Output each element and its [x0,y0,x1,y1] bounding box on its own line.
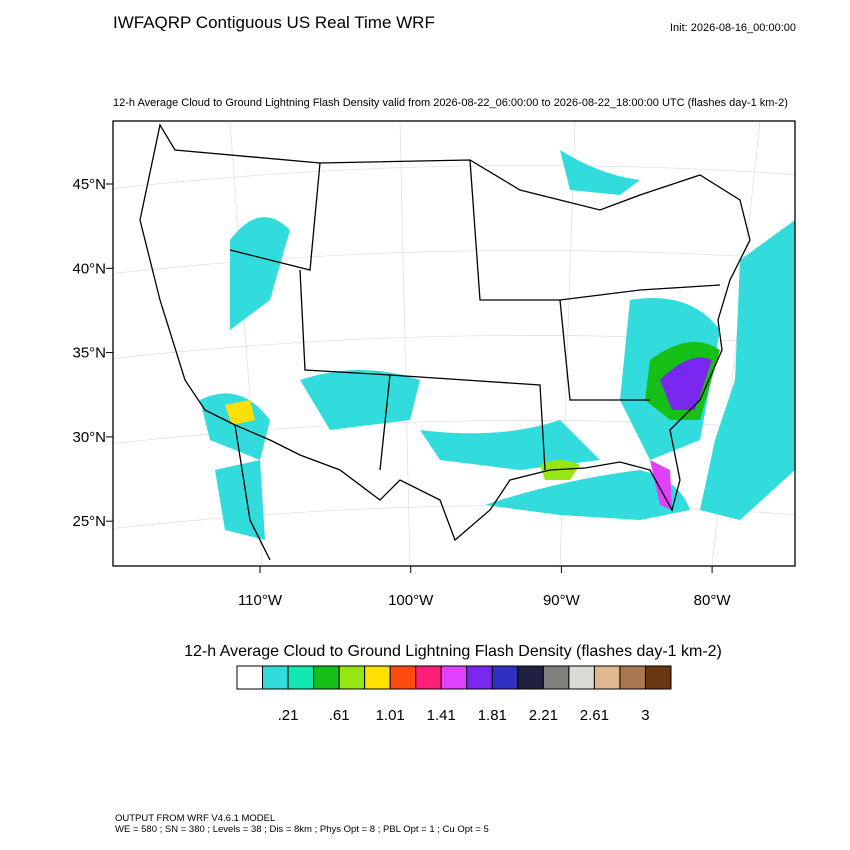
color-box [568,665,595,690]
color-box [236,665,264,690]
colorbar-label: 3 [641,707,649,724]
color-box [313,665,340,690]
color-box [287,665,315,690]
color-box [593,665,621,690]
footer-line: OUTPUT FROM WRF V4.6.1 MODEL [115,813,275,824]
colorbar-label: 1.41 [427,707,456,724]
color-box [517,665,544,690]
color-box [262,665,289,690]
color-box [389,665,417,690]
lon-label: 110°W [238,592,283,609]
color-box [440,665,468,690]
lat-label: 45°N [72,176,106,193]
lat-label: 35°N [72,345,106,362]
color-box [415,665,442,690]
color-box [491,665,519,690]
colorbar-label: 1.01 [376,707,405,724]
lat-label: 25°N [72,513,106,530]
color-box [542,665,570,690]
init-time: Init: 2026-08-16_00:00:00 [670,22,796,34]
colorbar-label: .61 [329,707,350,724]
colorbar-label: 2.61 [580,707,609,724]
colorbar-label: 1.81 [478,707,507,724]
lat-label: 40°N [72,260,106,277]
map [112,120,796,567]
color-box [338,665,366,690]
color-box [619,665,646,690]
lon-label: 90°W [543,592,581,609]
lon-label: 100°W [388,592,434,609]
color-box [466,665,493,690]
title: IWFAQRP Contiguous US Real Time WRF [113,13,435,32]
colorbar-title: 12-h Average Cloud to Ground Lightning F… [184,643,722,660]
subtitle: 12-h Average Cloud to Ground Lightning F… [113,97,788,109]
footer-line: WE = 580 ; SN = 380 ; Levels = 38 ; Dis … [115,824,489,835]
color-box [364,665,391,690]
colorbar-label: 2.21 [529,707,558,724]
lon-labels: 110°W 100°W 90°W 80°W [238,566,731,609]
colorbar-label: .21 [278,707,299,724]
lat-labels: 45°N 40°N 35°N 30°N 25°N [72,176,113,530]
color-box [644,665,672,690]
colorbar: .21 .61 1.01 1.41 1.81 2.21 2.61 3 [236,665,672,724]
lat-label: 30°N [72,429,106,446]
lon-label: 80°W [694,592,732,609]
